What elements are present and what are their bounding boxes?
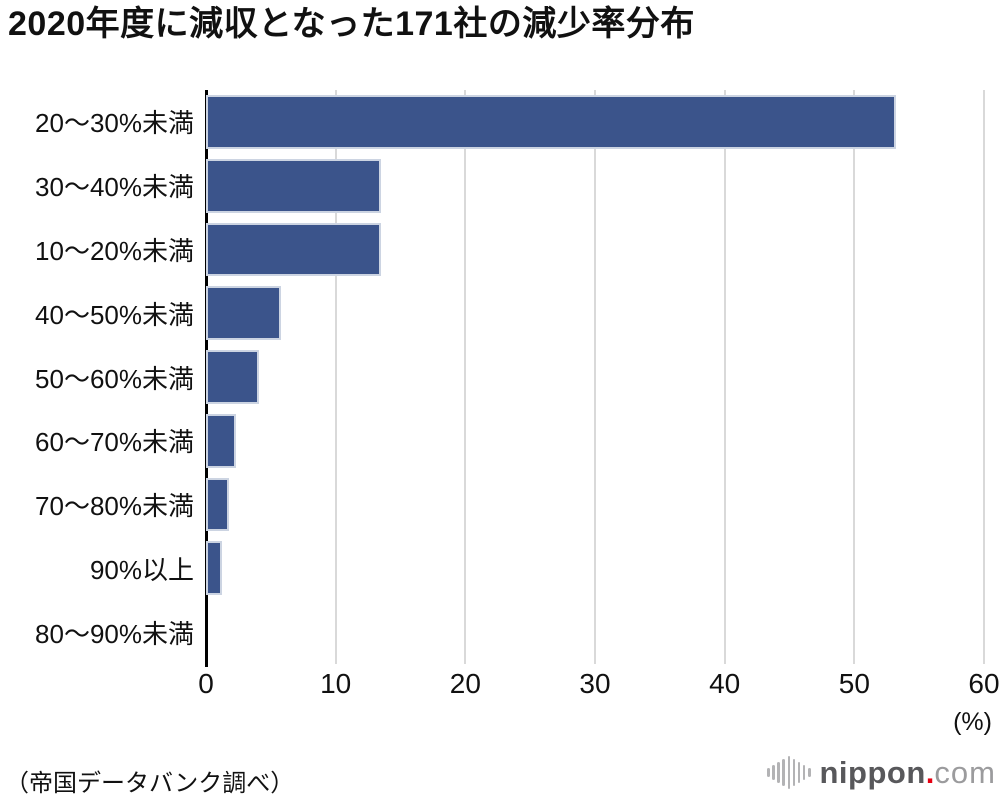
- bar-track: [206, 536, 984, 600]
- chart-row: 60〜70%未満: [0, 409, 984, 473]
- chart-row: 10〜20%未満: [0, 218, 984, 282]
- x-axis-ticks: 0 10 20 30 40 50 60: [0, 668, 1000, 702]
- bar: [206, 477, 230, 532]
- gridline: [334, 90, 337, 664]
- category-label: 90%以上: [89, 554, 194, 585]
- x-tick-label: 60: [968, 668, 1000, 699]
- chart-title: 2020年度に減収となった171社の減少率分布: [8, 5, 695, 43]
- category-label: 40〜50%未満: [35, 299, 194, 330]
- bar: [206, 222, 382, 277]
- chart-row: 20〜30%未満: [0, 90, 984, 154]
- bar-track: [206, 409, 984, 473]
- bar-rows: 20〜30%未満 30〜40%未満 10〜20%未満 40〜50%未満 50〜6…: [0, 90, 984, 664]
- bar-track: [206, 218, 984, 282]
- logo-text: nippon.com: [820, 757, 997, 788]
- category-label: 60〜70%未満: [35, 427, 194, 458]
- chart-row: 70〜80%未満: [0, 473, 984, 537]
- bar-track: [206, 600, 984, 664]
- x-tick-label: 20: [449, 668, 481, 699]
- bar-track: [206, 473, 984, 537]
- bar: [206, 286, 282, 341]
- chart-row: 80〜90%未満: [0, 600, 984, 664]
- x-tick-label: 0: [198, 668, 214, 699]
- bar: [206, 95, 896, 149]
- logo-dot: .: [925, 754, 935, 790]
- source-note: （帝国データバンク調べ）: [5, 770, 295, 796]
- nippon-logo: nippon.com: [767, 750, 996, 794]
- bar-track: [206, 154, 984, 218]
- bar-track: [206, 281, 984, 345]
- category-label: 30〜40%未満: [35, 172, 194, 203]
- bar: [206, 350, 260, 404]
- logo-name: nippon: [819, 754, 926, 790]
- bar-track: [206, 90, 984, 154]
- category-label: 70〜80%未満: [35, 491, 194, 522]
- bar: [206, 413, 236, 468]
- chart-row: 30〜40%未満: [0, 154, 984, 218]
- chart-row: 50〜60%未満: [0, 345, 984, 409]
- category-label: 50〜60%未満: [35, 363, 194, 394]
- category-label: 20〜30%未満: [35, 108, 194, 139]
- chart-row: 90%以上: [0, 536, 984, 600]
- x-tick-label: 40: [709, 668, 741, 699]
- x-tick-label: 50: [838, 668, 870, 699]
- x-tick-label: 30: [579, 668, 611, 699]
- bar: [206, 158, 382, 213]
- category-label: 10〜20%未満: [35, 235, 194, 266]
- gridline: [594, 90, 596, 664]
- logo-tld: com: [934, 754, 996, 790]
- x-tick-label: 10: [320, 668, 352, 699]
- x-axis-unit-label: (%): [953, 708, 992, 736]
- gridline: [983, 90, 985, 664]
- bar: [206, 541, 222, 596]
- gridline: [853, 90, 856, 664]
- category-label: 80〜90%未満: [35, 618, 194, 649]
- soundwave-icon: [767, 754, 811, 790]
- chart-row: 40〜50%未満: [0, 281, 984, 345]
- gridline: [464, 90, 467, 664]
- gridline: [723, 90, 726, 664]
- bar-track: [206, 345, 984, 409]
